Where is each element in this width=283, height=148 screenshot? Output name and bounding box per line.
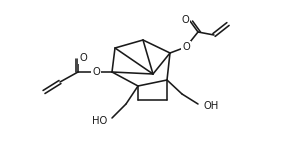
Text: O: O bbox=[182, 42, 190, 52]
Text: O: O bbox=[92, 67, 100, 77]
Text: O: O bbox=[79, 53, 87, 63]
Text: HO: HO bbox=[92, 116, 107, 126]
Text: O: O bbox=[181, 15, 189, 25]
Text: OH: OH bbox=[204, 101, 219, 111]
